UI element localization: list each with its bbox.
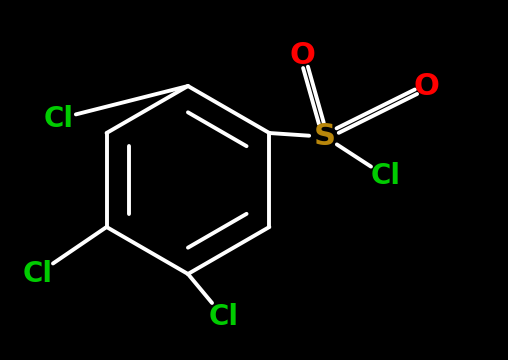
Text: S: S <box>314 122 336 151</box>
Text: O: O <box>290 41 315 70</box>
Text: O: O <box>414 72 439 101</box>
Text: Cl: Cl <box>43 105 74 133</box>
Text: Cl: Cl <box>371 162 401 190</box>
Text: Cl: Cl <box>208 303 239 331</box>
Text: Cl: Cl <box>23 260 53 288</box>
